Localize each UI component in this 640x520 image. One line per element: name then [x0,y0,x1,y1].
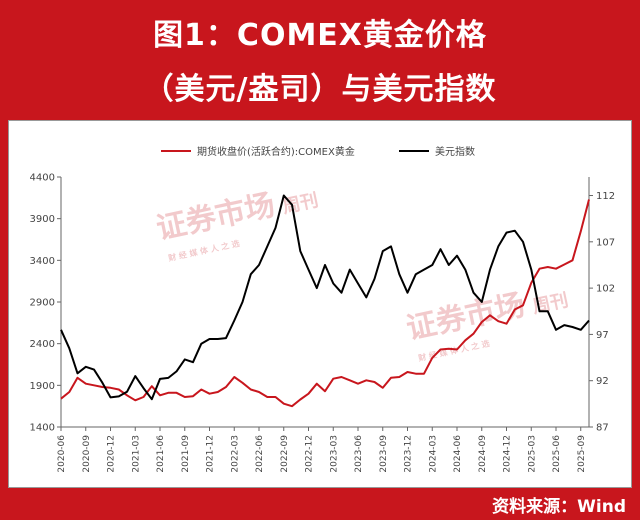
axes-group: 1400 1900 2400 2900 3400 3900 4400 87 92 97 102 107… [30,173,616,473]
legend: 期货收盘价(活跃合约):COMEX黄金 美元指数 [161,145,475,158]
y-left-tick-label: 3400 [30,256,55,267]
y-left-tick-label: 1900 [30,381,55,392]
series-group [60,194,590,408]
x-tick-label: 2023-06 [354,435,364,473]
x-tick-label: 2023-03 [329,435,339,473]
watermark-1-suffix: 周刊 [281,190,321,218]
x-tick-label: 2021-12 [206,435,216,473]
y-left-tick-label: 3900 [30,214,55,225]
x-tick-label: 2023-12 [404,435,414,473]
x-tick-label: 2022-03 [230,435,240,473]
legend-label: 期货收盘价(活跃合约):COMEX黄金 [197,145,355,158]
y-left-tick-label: 2400 [30,339,55,350]
x-tick-label: 2022-12 [305,435,315,473]
x-tick-label: 2025-03 [527,435,537,473]
y-left-tick-label: 2900 [30,298,55,309]
title-banner: 图1：COMEX黄金价格 （美元/盎司）与美元指数 [0,0,640,120]
title-line-2: （美元/盎司）与美元指数 [143,72,497,107]
watermark-group: 证券市场 周刊 财 经 媒 体 人 之 选 证券市场 周刊 财 经 媒 体 人 … [153,188,570,364]
x-tick-label: 2021-03 [131,435,141,473]
y-right-tick-label: 97 [596,330,609,341]
footer: 资料来源：Wind [0,488,640,520]
y-right-tick-label: 92 [596,376,609,387]
series-line-usd-index [60,194,590,401]
legend-label: 美元指数 [435,145,475,158]
y-right-tick-label: 102 [596,284,615,295]
series-line-gold [60,199,590,408]
x-tick-label: 2022-09 [280,435,290,473]
x-tick-label: 2020-12 [107,435,117,473]
x-tick-label: 2021-06 [156,435,166,473]
y-left-tick-label: 4400 [30,173,55,184]
y-right-tick-label: 87 [596,423,609,434]
x-tick-label: 2022-06 [255,435,265,473]
x-tick-label: 2025-06 [552,435,562,473]
chart-panel: 证券市场 周刊 财 经 媒 体 人 之 选 证券市场 周刊 财 经 媒 体 人 … [8,120,632,488]
x-tick-label: 2021-09 [181,435,191,473]
x-tick-label: 2025-09 [577,435,587,473]
x-tick-label: 2020-09 [82,435,92,473]
watermark-1: 证券市场 [153,188,278,247]
x-tick-label: 2023-09 [379,435,389,473]
chart-svg: 证券市场 周刊 财 经 媒 体 人 之 选 证券市场 周刊 财 经 媒 体 人 … [30,145,616,473]
y-right-tick-label: 107 [596,237,615,248]
x-tick-label: 2024-03 [428,435,438,473]
title-line-1: 图1：COMEX黄金价格 [153,18,487,53]
y-right-tick-label: 112 [596,191,615,202]
x-tick-label: 2024-09 [478,435,488,473]
source-note: 资料来源：Wind [492,497,626,517]
x-tick-label: 2024-06 [453,435,463,473]
x-tick-label: 2020-06 [57,435,67,473]
x-tick-label: 2024-12 [503,435,513,473]
y-left-tick-label: 1400 [30,423,55,434]
